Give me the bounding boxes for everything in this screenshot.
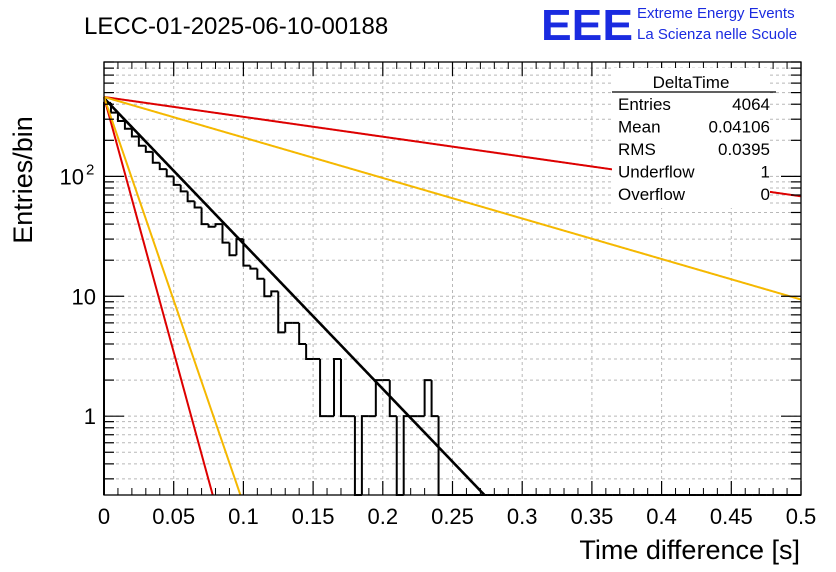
histogram-bin: [103, 101, 111, 495]
stats-row-value: 0.0395: [718, 140, 770, 159]
x-tick-label: 0.15: [292, 504, 335, 529]
histogram-bin: [339, 358, 348, 418]
histogram-bin: [221, 224, 230, 244]
stats-title: DeltaTime: [653, 73, 730, 92]
histogram-bin: [249, 265, 258, 270]
x-tick-label: 0.5: [786, 504, 817, 529]
x-tick-label: 0.2: [368, 504, 399, 529]
histogram-bin: [319, 358, 328, 418]
y-tick-label: 10: [72, 284, 96, 309]
logo-line1: Extreme Energy Events: [637, 5, 795, 22]
stats-row-value: 4064: [732, 95, 770, 114]
histogram-bin: [165, 169, 174, 178]
grid: [104, 62, 801, 495]
histogram-bin: [123, 120, 132, 130]
histogram-bin: [144, 145, 153, 153]
histogram-bin: [423, 379, 432, 417]
x-axis-label: Time difference [s]: [579, 535, 800, 565]
fit-curve: [103, 96, 214, 496]
histogram-bin: [137, 136, 146, 147]
x-tick-label: 0.25: [431, 504, 474, 529]
stats-rows: Entries 4064 Mean 0.04106 RMS 0.0395 Underflow…: [618, 95, 770, 204]
x-tick-label: 0.35: [570, 504, 613, 529]
logo-line2: La Scienza nelle Scuole: [637, 26, 797, 43]
histogram-bin: [235, 238, 244, 256]
stats-box-background: [612, 68, 770, 208]
chart-title: LECC-01-2025-06-10-00188: [84, 13, 388, 40]
stats-row-value: 0: [761, 185, 770, 204]
histogram-bin: [179, 184, 188, 193]
histogram-bin: [305, 343, 314, 360]
x-tick-label: 0.05: [152, 504, 195, 529]
histogram-bin: [333, 357, 341, 417]
histogram-bin: [130, 128, 139, 138]
stats-row-label: Underflow: [618, 163, 695, 182]
histogram-bin: [186, 191, 195, 203]
histogram-bin: [263, 278, 272, 298]
histogram-bin: [151, 151, 160, 164]
logo-eee: EEE: [541, 1, 633, 50]
stats-row-label: Overflow: [618, 185, 686, 204]
stats-row-value: 0.04106: [709, 118, 770, 137]
x-tick-label: 0.1: [228, 504, 259, 529]
histogram-bin: [277, 291, 286, 334]
histogram-bin: [207, 224, 216, 228]
fit-curve: [103, 96, 242, 496]
histogram-bin: [270, 290, 279, 297]
histogram-bin: [298, 322, 307, 345]
histogram-bin: [116, 112, 125, 122]
x-tick-label: 0: [98, 504, 110, 529]
fit-curve: [103, 95, 802, 301]
y-tick-label-exponent: 2: [86, 161, 94, 178]
histogram-bin: [193, 201, 202, 209]
fit-curve: [103, 97, 486, 496]
stats-row-label: Entries: [618, 95, 671, 114]
histogram-bin: [228, 242, 237, 257]
histogram-bin: [284, 321, 293, 333]
histogram-bin: [200, 207, 209, 226]
histogram-bin: [214, 223, 223, 227]
stats-row-label: RMS: [618, 140, 656, 159]
histogram-bin: [430, 380, 439, 418]
x-tick-label: 0.4: [646, 504, 677, 529]
stats-row-label: Mean: [618, 118, 661, 137]
histogram-bin: [158, 162, 167, 171]
stats-box: DeltaTime Entries 4064 Mean 0.04106 RMS 0.039…: [612, 68, 776, 208]
y-axis-label: Entries/bin: [8, 116, 38, 244]
histogram-bin: [388, 380, 397, 418]
stats-row-value: 1: [761, 163, 770, 182]
histogram-bin: [172, 176, 181, 186]
y-tick-label: 1: [84, 404, 96, 429]
x-tick-label: 0.3: [507, 504, 538, 529]
histogram-bin: [360, 415, 369, 495]
histogram-bin: [256, 268, 265, 280]
x-tick-label: 0.45: [710, 504, 753, 529]
y-tick-label: 10: [60, 164, 84, 189]
histogram-bin: [242, 239, 251, 267]
